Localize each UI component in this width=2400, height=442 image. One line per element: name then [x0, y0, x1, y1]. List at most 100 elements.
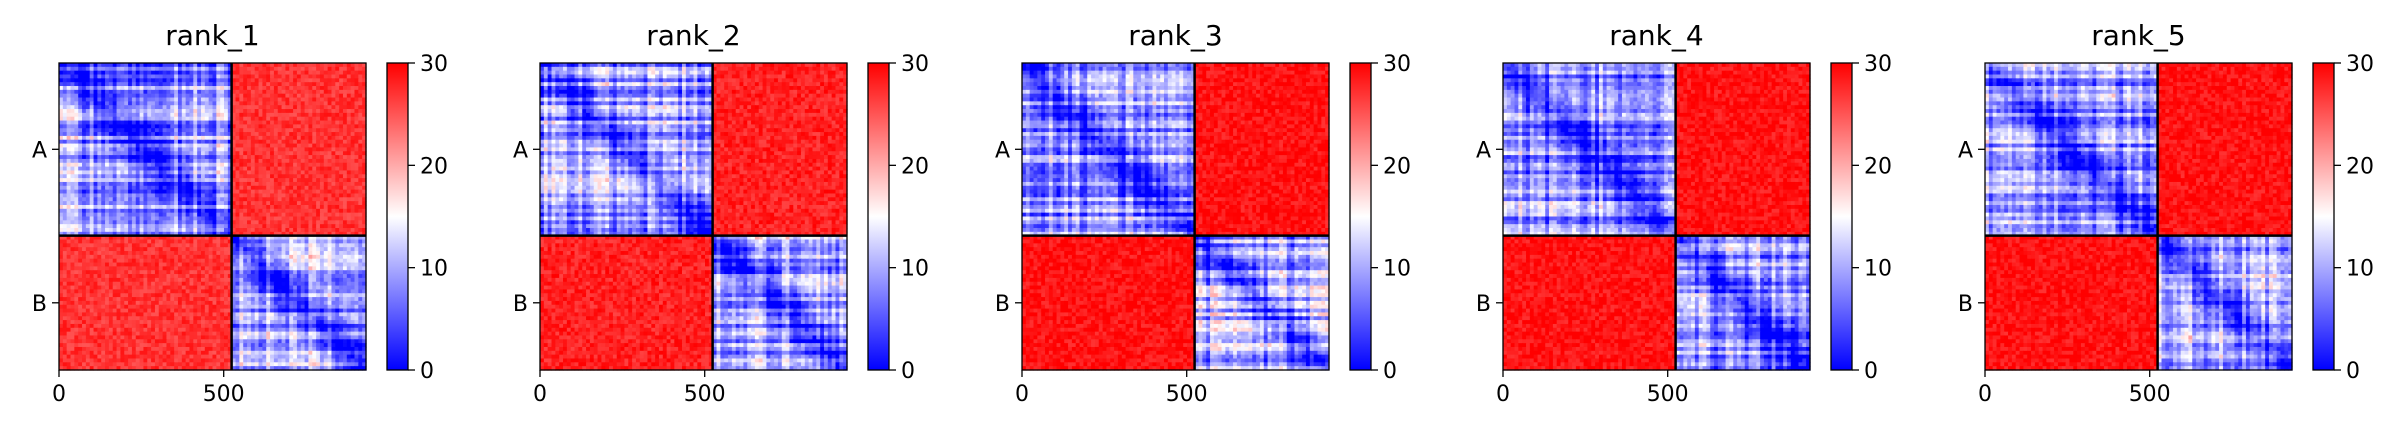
heatmap-cell — [205, 132, 209, 136]
heatmap-cell — [71, 121, 75, 125]
heatmap-cell — [339, 186, 343, 190]
heatmap-cell — [266, 147, 270, 151]
heatmap-cell — [182, 101, 186, 105]
heatmap-cell — [71, 155, 75, 159]
heatmap-cell — [117, 124, 121, 128]
heatmap-cell — [354, 255, 358, 259]
heatmap-cell — [274, 101, 278, 105]
heatmap-cell — [274, 71, 278, 75]
heatmap-cell — [124, 109, 128, 113]
heatmap-cell — [351, 109, 355, 113]
heatmap-cell — [293, 140, 297, 144]
heatmap-cell — [182, 255, 186, 259]
heatmap-cell — [166, 220, 170, 224]
heatmap-cell — [166, 144, 170, 148]
heatmap-cell — [201, 243, 205, 247]
heatmap-cell — [335, 209, 339, 213]
heatmap-cell — [124, 71, 128, 75]
heatmap-cell — [351, 136, 355, 140]
heatmap-cell — [339, 71, 343, 75]
heatmap-cell — [285, 155, 289, 159]
heatmap-cell — [140, 117, 144, 121]
heatmap-cell — [224, 182, 228, 186]
heatmap-cell — [343, 98, 347, 102]
heatmap-cell — [82, 155, 86, 159]
heatmap-cell — [278, 128, 282, 132]
heatmap-cell — [113, 98, 117, 102]
heatmap-cell — [90, 205, 94, 209]
heatmap-cell — [178, 197, 182, 201]
heatmap-cell — [63, 78, 67, 82]
heatmap-cell — [67, 251, 71, 255]
heatmap-cell — [147, 105, 151, 109]
heatmap-cell — [339, 109, 343, 113]
heatmap-cell — [163, 155, 167, 159]
heatmap-cell — [197, 174, 201, 178]
heatmap-cell — [170, 121, 174, 125]
heatmap-cell — [274, 213, 278, 217]
heatmap-cell — [147, 182, 151, 186]
heatmap-cell — [166, 247, 170, 251]
heatmap-cell — [262, 259, 266, 263]
heatmap-cell — [278, 63, 282, 67]
heatmap-cell — [197, 251, 201, 255]
heatmap-cell — [324, 190, 328, 194]
heatmap-cell — [308, 167, 312, 171]
heatmap-cell — [71, 113, 75, 117]
heatmap-cell — [136, 117, 140, 121]
heatmap-cell — [351, 247, 355, 251]
heatmap-cell — [132, 71, 136, 75]
heatmap-cell — [113, 105, 117, 109]
heatmap-cell — [189, 213, 193, 217]
heatmap-cell — [97, 109, 101, 113]
heatmap-cell — [59, 75, 63, 79]
heatmap-cell — [74, 63, 78, 67]
heatmap-cell — [255, 163, 259, 167]
heatmap-cell — [193, 259, 197, 263]
heatmap-cell — [216, 170, 220, 174]
heatmap-cell — [247, 220, 251, 224]
heatmap-cell — [305, 94, 309, 98]
heatmap-cell — [282, 190, 286, 194]
heatmap-cell — [224, 136, 228, 140]
heatmap-cell — [358, 190, 362, 194]
heatmap-cell — [301, 144, 305, 148]
heatmap-cell — [339, 105, 343, 109]
heatmap-cell — [143, 113, 147, 117]
heatmap-cell — [301, 117, 305, 121]
heatmap-cell — [320, 247, 324, 251]
heatmap-cell — [251, 197, 255, 201]
heatmap-cell — [201, 128, 205, 132]
heatmap-cell — [163, 151, 167, 155]
heatmap-cell — [67, 109, 71, 113]
heatmap-cell — [170, 155, 174, 159]
heatmap-cell — [305, 63, 309, 67]
heatmap-cell — [354, 105, 358, 109]
heatmap-cell — [63, 140, 67, 144]
heatmap-cell — [189, 178, 193, 182]
heatmap-cell — [166, 228, 170, 232]
heatmap-cell — [197, 167, 201, 171]
heatmap-cell — [67, 159, 71, 163]
heatmap-cell — [136, 240, 140, 244]
heatmap-cell — [247, 136, 251, 140]
heatmap-cell — [63, 205, 67, 209]
heatmap-cell — [82, 197, 86, 201]
heatmap-cell — [67, 117, 71, 121]
heatmap-cell — [86, 144, 90, 148]
heatmap-cell — [67, 167, 71, 171]
heatmap-cell — [243, 147, 247, 151]
heatmap-cell — [174, 113, 178, 117]
heatmap-cell — [182, 243, 186, 247]
heatmap-cell — [109, 124, 113, 128]
heatmap-cell — [109, 86, 113, 90]
heatmap-cell — [182, 193, 186, 197]
heatmap-cell — [266, 105, 270, 109]
heatmap-cell — [324, 128, 328, 132]
heatmap-cell — [270, 136, 274, 140]
heatmap-cell — [74, 243, 78, 247]
heatmap-cell — [343, 140, 347, 144]
heatmap-cell — [354, 82, 358, 86]
heatmap-cell — [236, 67, 240, 71]
heatmap-cell — [293, 163, 297, 167]
